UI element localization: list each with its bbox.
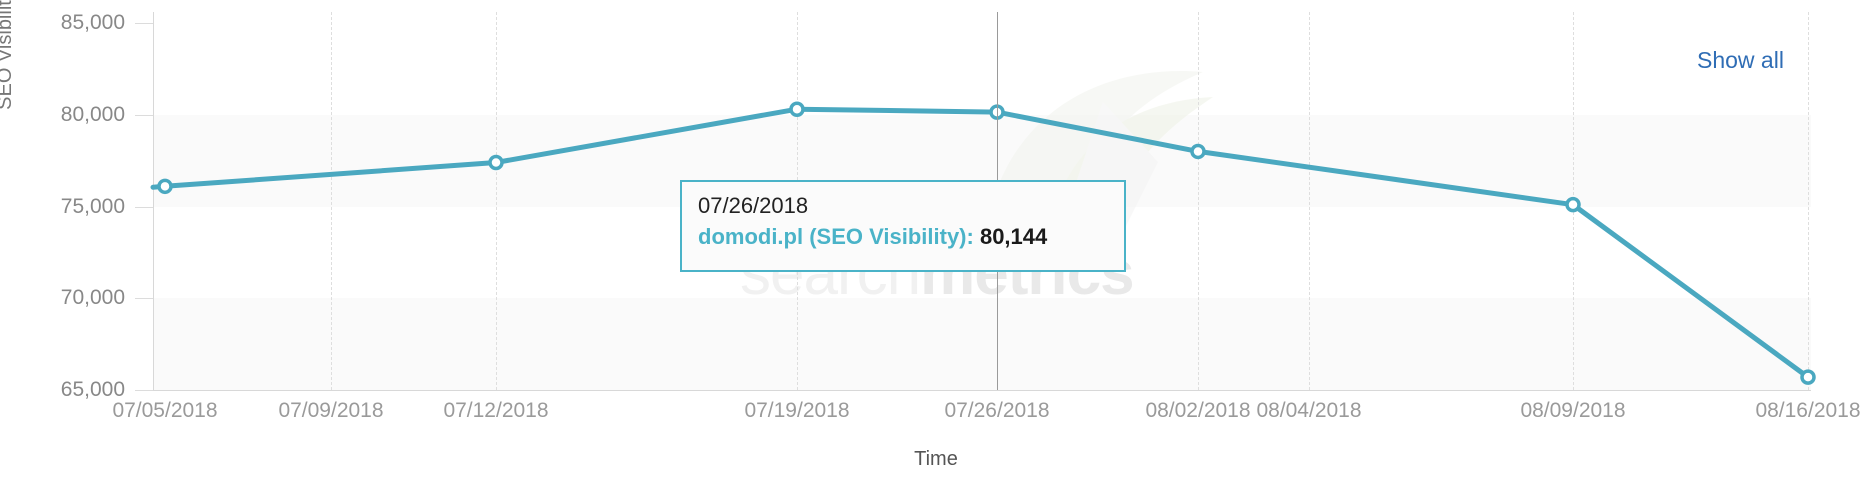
y-tick-label: 75,000 — [60, 195, 125, 218]
x-tick-label: 07/12/2018 — [443, 399, 549, 422]
x-axis-title: Time — [914, 448, 958, 470]
hover-tooltip: 07/26/2018 domodi.pl (SEO Visibility): 8… — [680, 180, 1126, 272]
y-tick-label: 65,000 — [60, 378, 125, 401]
x-gridline — [1309, 12, 1310, 390]
x-tick-label: 08/16/2018 — [1755, 399, 1861, 422]
tooltip-value: 80,144 — [979, 223, 1048, 249]
y-tick-label: 70,000 — [60, 286, 125, 309]
y-tick-mark — [135, 23, 153, 24]
y-tick-label: 85,000 — [60, 11, 125, 34]
show-all-link[interactable]: Show all — [1697, 47, 1784, 73]
tooltip-series-label: domodi.pl (SEO Visibility): — [698, 223, 974, 249]
y-tick-mark — [135, 115, 153, 116]
x-axis-line — [153, 390, 1811, 391]
y-tick-mark — [135, 390, 153, 391]
y-tick-label: 80,000 — [60, 103, 125, 126]
y-axis-line — [153, 12, 154, 390]
x-tick-label: 07/19/2018 — [744, 399, 850, 422]
x-tick-label: 08/09/2018 — [1520, 399, 1626, 422]
y-tick-mark — [135, 298, 153, 299]
tooltip-date: 07/26/2018 — [698, 193, 809, 218]
y-axis-title: SEO Visibility — [0, 0, 16, 110]
tooltip-series-row: domodi.pl (SEO Visibility): 80,144 — [698, 222, 1108, 252]
y-tick-mark — [135, 207, 153, 208]
x-tick-label: 08/02/2018 — [1145, 399, 1251, 422]
x-tick-label: 08/04/2018 — [1256, 399, 1362, 422]
x-gridline — [1198, 12, 1199, 390]
x-tick-label: 07/26/2018 — [944, 399, 1050, 422]
x-gridline — [331, 12, 332, 390]
plot-band-lower — [153, 298, 1811, 390]
x-gridline — [1808, 12, 1809, 390]
x-tick-label: 07/05/2018 — [112, 399, 218, 422]
x-gridline — [1573, 12, 1574, 390]
x-gridline — [496, 12, 497, 390]
x-tick-label: 07/09/2018 — [278, 399, 384, 422]
